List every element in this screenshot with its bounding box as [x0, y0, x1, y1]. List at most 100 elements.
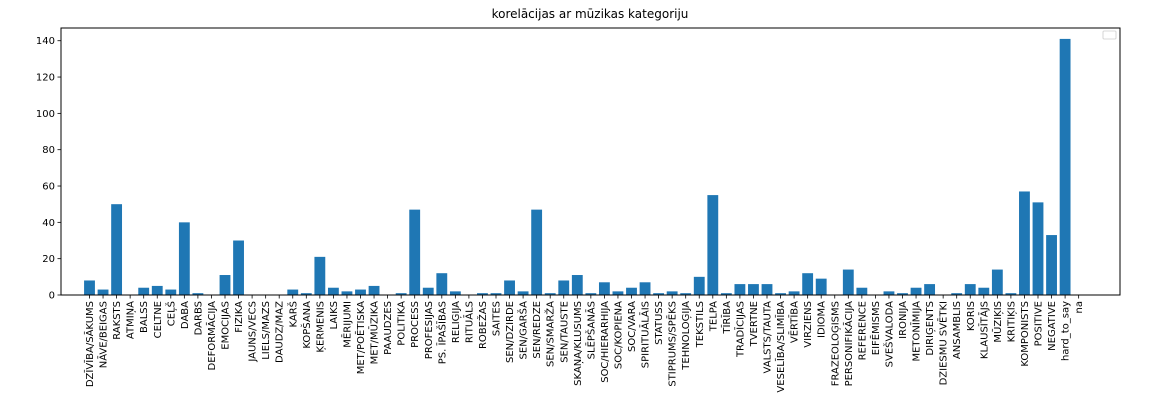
- x-tick-label: STIPRUMS/SPĒKS: [666, 301, 679, 387]
- chart-title: korelācijas ar mūzikas kategoriju: [492, 7, 689, 21]
- y-tick-label: 20: [42, 254, 55, 265]
- x-tick-label: KORIS: [966, 301, 977, 331]
- bar: [883, 291, 895, 295]
- bar: [490, 293, 502, 295]
- bar: [84, 280, 95, 295]
- x-tick-label: ĶERMENIS: [315, 301, 326, 353]
- bar: [639, 282, 651, 295]
- bar: [612, 291, 624, 295]
- x-tick-label: SVEŠVALODA: [882, 301, 895, 368]
- bar: [287, 289, 299, 295]
- bar: [802, 273, 814, 295]
- bar: [775, 293, 786, 295]
- x-tick-label: RELIĢIJA: [451, 301, 462, 343]
- bar: [626, 287, 637, 295]
- bar: [178, 222, 190, 295]
- bar: [422, 287, 434, 295]
- plot-frame: [60, 27, 1121, 296]
- x-tick-label: VESELĪBA/SLIMĪBA: [774, 301, 787, 393]
- bar: [368, 285, 380, 295]
- bar: [327, 287, 339, 295]
- bar: [680, 293, 692, 295]
- x-tick-label: DZĪVĪBA/SĀKUMS: [83, 301, 96, 387]
- x-tick-label: na: [1074, 301, 1085, 313]
- x-tick-label: EIFĒMISMS: [869, 301, 882, 355]
- x-tick-label: FRAZEOLOĢISMS: [830, 301, 841, 386]
- y-tick-label: 80: [42, 145, 55, 156]
- x-tick-label: TEHNOLOĢIJA: [681, 301, 692, 371]
- bar: [1059, 38, 1071, 296]
- x-tick-label: TELPA: [708, 301, 719, 332]
- x-tick-label: SEN/TAUSTE: [559, 301, 570, 363]
- x-tick-label: VIRZIENS: [803, 301, 814, 348]
- x-tick-label: TVERTNE: [749, 301, 760, 347]
- x-tick-label: DEFORMĀCIJA: [205, 301, 218, 371]
- bar: [924, 284, 936, 295]
- bar: [531, 209, 543, 295]
- bar: [598, 282, 610, 295]
- x-tick-label: PAAUDZES: [383, 301, 394, 355]
- bar: [720, 293, 732, 295]
- bar: [300, 293, 312, 295]
- bar: [571, 275, 583, 295]
- bar: [409, 209, 421, 295]
- x-tick-label: FIZIKA: [234, 301, 245, 333]
- bar: [693, 276, 705, 295]
- bar: [314, 256, 326, 295]
- bars-group: [84, 38, 1071, 296]
- x-tick-label: IRONIJA: [898, 301, 909, 339]
- x-tick-label: KARŠ: [286, 301, 299, 328]
- bar: [1046, 235, 1057, 295]
- bar: [761, 284, 773, 295]
- x-tick-label: PS. ĪPAŠĪBAS: [435, 301, 448, 364]
- y-axis: 0 20 40 60 80 100 120 140: [36, 36, 61, 302]
- y-tick-label: 60: [42, 182, 55, 193]
- bar: [856, 287, 868, 295]
- bar: [355, 289, 366, 295]
- x-tick-label: ANSAMBLIS: [952, 301, 963, 359]
- bar: [897, 293, 908, 295]
- bar: [1019, 191, 1030, 295]
- x-tick-label: PERSONIFIKĀCIJA: [842, 301, 855, 387]
- bar: [192, 293, 204, 295]
- bar: [978, 287, 990, 295]
- x-tick-label: EMOCIJAS: [221, 301, 232, 350]
- x-tick-label: SOC/KOPIENA: [613, 301, 624, 369]
- bar: [477, 293, 488, 295]
- x-tick-label: SEN/GARŠA: [517, 301, 530, 360]
- x-tick-label: TRADĪCIJAS: [733, 301, 746, 358]
- bar: [653, 293, 665, 295]
- x-tick-label: RAKSTS: [112, 301, 123, 340]
- y-tick-label: 120: [36, 73, 55, 84]
- y-tick-label: 0: [49, 291, 55, 302]
- bar: [449, 291, 461, 295]
- x-tick-label: PROFESIJAS: [424, 301, 435, 359]
- bar: [1005, 293, 1017, 295]
- x-tick-label: KRITIĶIS: [1006, 301, 1017, 342]
- bar: [964, 284, 976, 295]
- x-tick-label: STATUSS: [654, 301, 665, 345]
- bar: [97, 289, 109, 295]
- x-tick-label: CEĻŠ: [164, 301, 177, 326]
- x-tick-label: ATMIŅA: [126, 301, 137, 339]
- x-tick-label: KOPŠANA: [300, 301, 313, 349]
- bar: [558, 280, 570, 295]
- bar: [436, 273, 448, 295]
- x-tick-label: DAUDZ/MAZ: [275, 301, 286, 363]
- x-tick-label: hard_to_say: [1061, 301, 1072, 361]
- bar: [666, 291, 678, 295]
- x-tick-label: MĒRIJUMI: [340, 301, 353, 348]
- bar: [395, 293, 407, 295]
- x-tick-label: VĒRTĪBA: [788, 301, 801, 343]
- x-tick-label: NEGATIVE: [1047, 301, 1058, 351]
- bar: [842, 269, 854, 295]
- bar: [734, 284, 746, 295]
- x-tick-label: SLĒPŠANĀS: [584, 301, 597, 359]
- x-tick-label: SKAŅA/KLUSUMS: [573, 301, 584, 386]
- legend-box: [1102, 30, 1117, 40]
- bar: [233, 240, 244, 295]
- x-tick-label: SPIRITUĀLĀIS: [639, 301, 652, 368]
- x-tick-label: RITUĀLS: [462, 301, 475, 343]
- bar: [991, 269, 1003, 295]
- x-tick-label: MET/MŪZIKA: [368, 301, 381, 365]
